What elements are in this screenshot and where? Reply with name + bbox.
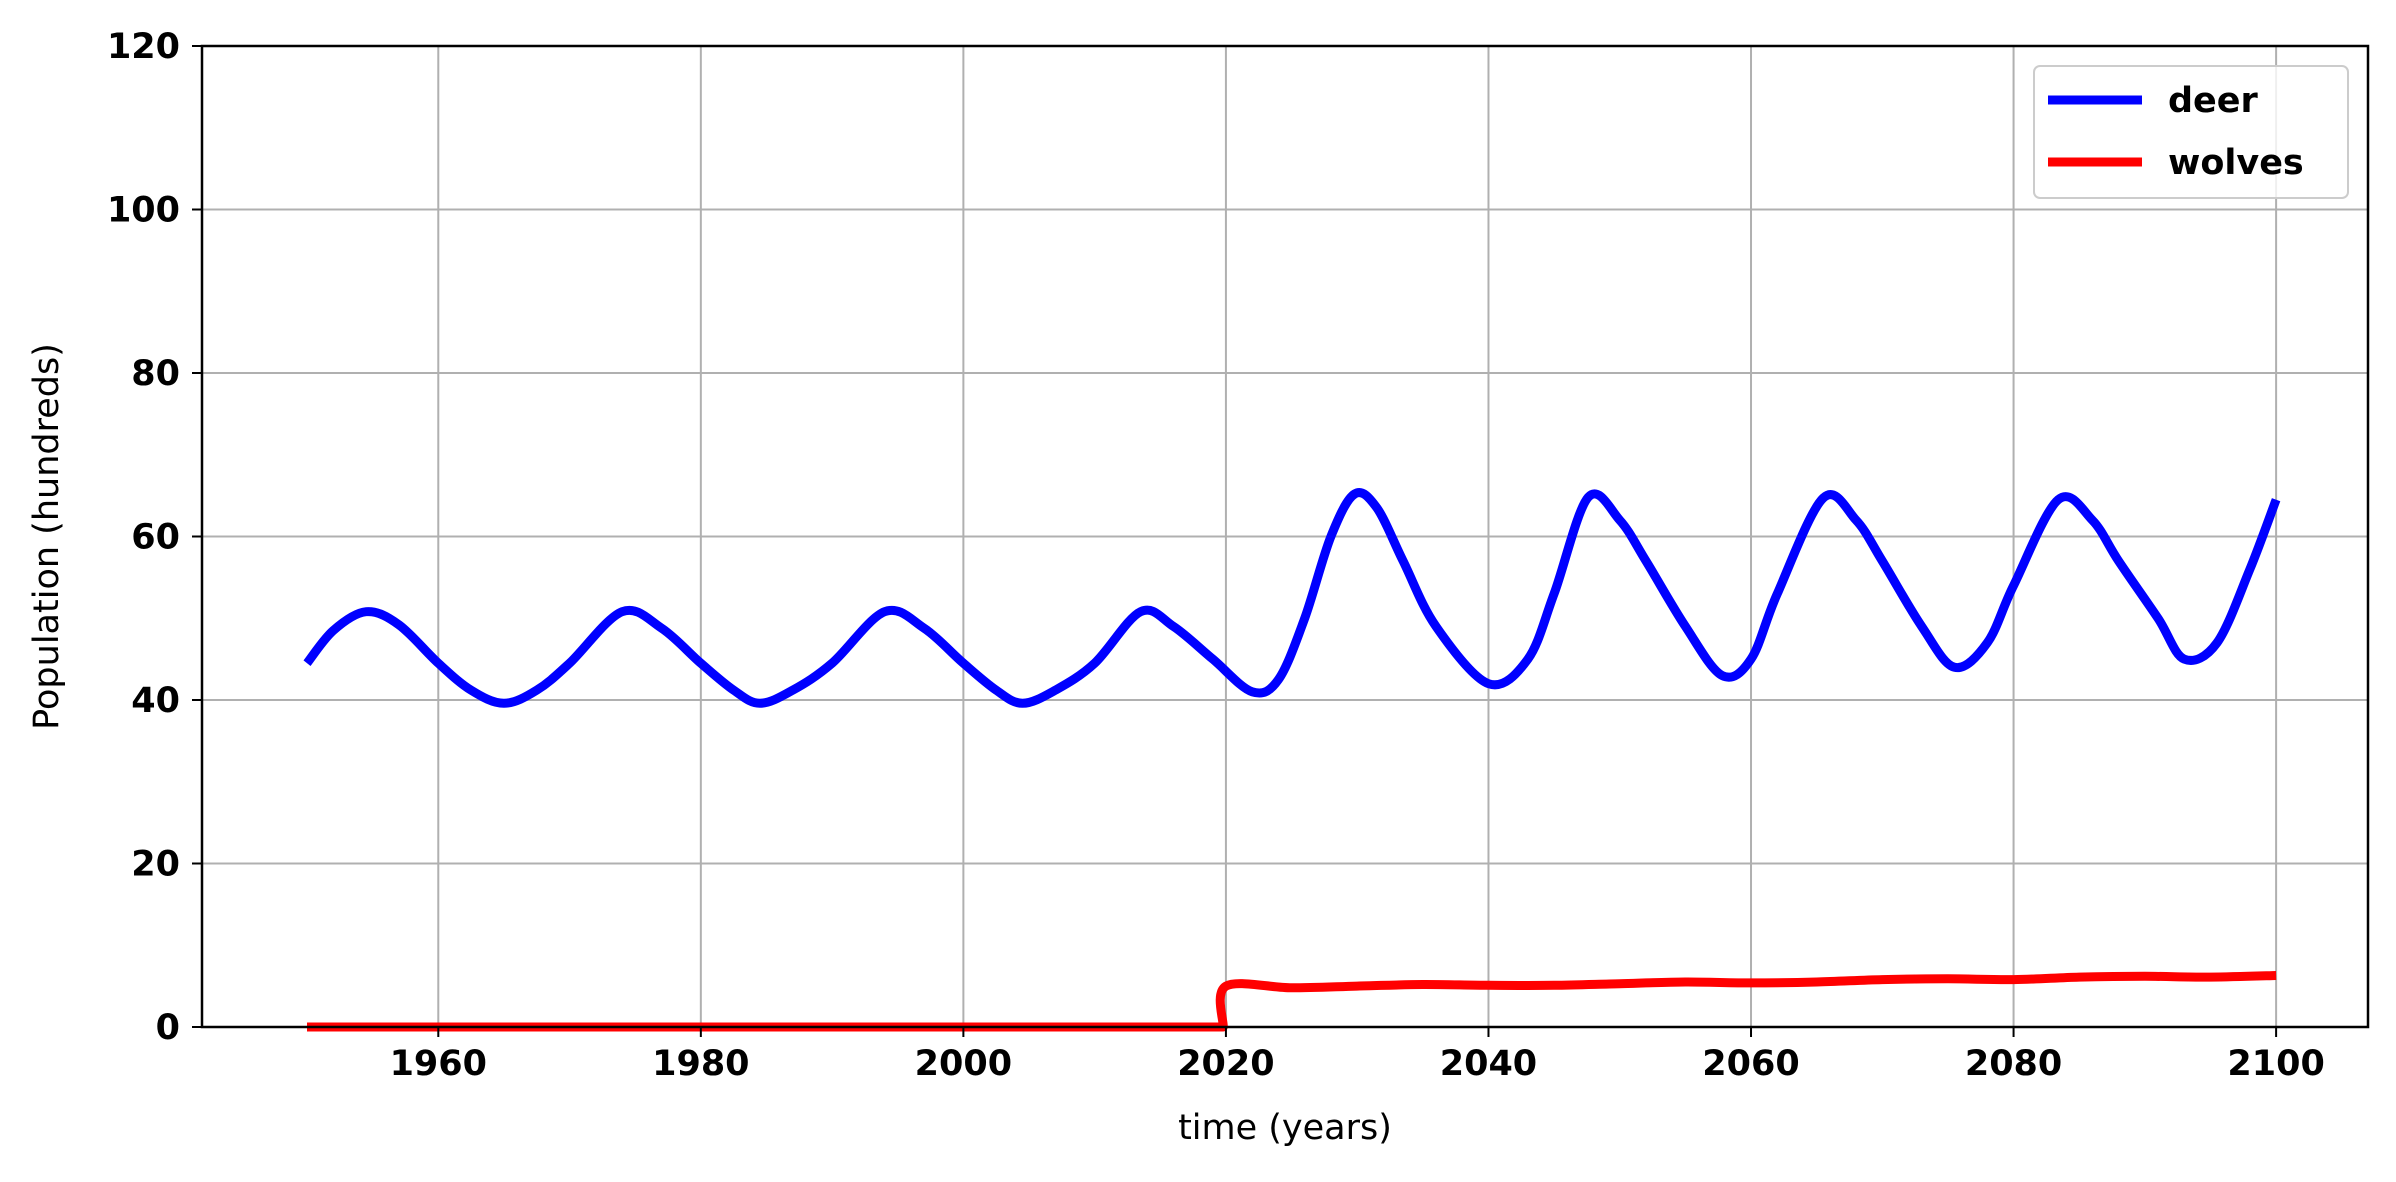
x-tick-label: 2000 — [915, 1044, 1012, 1084]
y-tick-label: 80 — [131, 354, 180, 394]
x-tick-label: 2020 — [1177, 1044, 1274, 1084]
x-tick-label: 2040 — [1440, 1044, 1537, 1084]
x-tick-label: 2100 — [2227, 1044, 2324, 1084]
y-tick-label: 120 — [107, 27, 180, 67]
y-tick-label: 0 — [156, 1008, 180, 1048]
legend-label-deer: deer — [2168, 81, 2259, 121]
y-axis-label: Population (hundreds) — [27, 343, 67, 730]
x-axis-label: time (years) — [1178, 1108, 1392, 1148]
series-line-deer — [303, 488, 2281, 708]
legend: deer wolves — [2033, 65, 2349, 199]
x-tick-label: 2080 — [1965, 1044, 2062, 1084]
x-tick-label: 1980 — [652, 1044, 749, 1084]
legend-label-wolves: wolves — [2168, 143, 2304, 183]
series-line-wolves — [307, 971, 2277, 1032]
y-tick-label: 20 — [131, 845, 180, 885]
y-tick-label: 100 — [107, 191, 180, 231]
tick-layer: 1960 1980 2000 2020 2040 2060 2080 210002040608… — [107, 27, 2325, 1084]
y-tick-label: 40 — [131, 681, 180, 721]
x-tick-label: 2060 — [1702, 1044, 1799, 1084]
x-tick-label: 1960 — [390, 1044, 487, 1084]
y-tick-label: 60 — [131, 518, 180, 558]
series-layer — [303, 488, 2281, 1032]
